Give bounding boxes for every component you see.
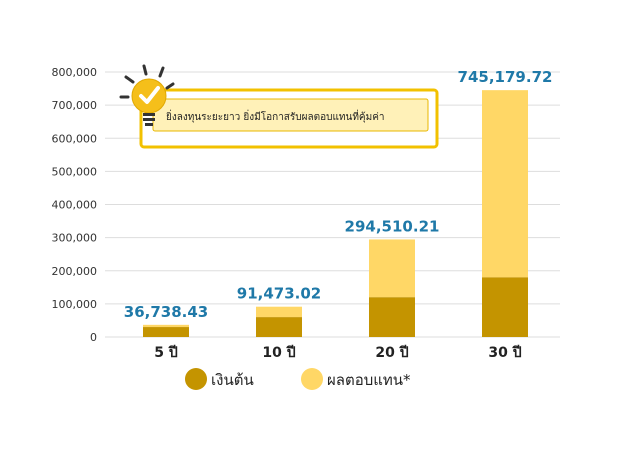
data-label: 36,738.43 bbox=[124, 303, 208, 321]
bar-principal bbox=[256, 317, 302, 337]
legend-item-return: ผลตอบแทน* bbox=[301, 368, 411, 390]
y-tick-label: 500,000 bbox=[52, 165, 98, 178]
bars bbox=[143, 90, 528, 337]
data-label: 91,473.02 bbox=[237, 285, 321, 303]
callout-text: ยิ่งลงทุนระยะยาว ยิ่งมีโอกาสรับผลตอบแทนท… bbox=[166, 109, 385, 123]
bar-principal bbox=[143, 327, 189, 337]
y-tick-label: 400,000 bbox=[52, 199, 98, 212]
x-tick-label: 10 ปี bbox=[262, 345, 295, 361]
x-tick-label: 20 ปี bbox=[375, 345, 408, 361]
legend-label-principal: เงินต้น bbox=[211, 371, 254, 389]
lightbulb-check-icon bbox=[119, 64, 175, 126]
y-tick-label: 200,000 bbox=[52, 265, 98, 278]
data-label: 745,179.72 bbox=[458, 68, 553, 86]
legend-swatch-principal bbox=[185, 368, 207, 390]
x-tick-label: 5 ปี bbox=[154, 345, 178, 361]
y-axis-ticks: 0 100,000 200,000 300,000 400,000 500,000 600,… bbox=[52, 66, 98, 344]
legend-swatch-return bbox=[301, 368, 323, 390]
y-tick-label: 300,000 bbox=[52, 232, 98, 245]
bar-return bbox=[369, 239, 415, 298]
callout: ยิ่งลงทุนระยะยาว ยิ่งมีโอกาสรับผลตอบแทนท… bbox=[139, 88, 439, 149]
y-tick-label: 800,000 bbox=[52, 66, 98, 79]
x-tick-label: 30 ปี bbox=[488, 345, 521, 361]
bar-return bbox=[256, 306, 302, 318]
legend-label-return: ผลตอบแทน* bbox=[327, 371, 411, 389]
legend: เงินต้น ผลตอบแทน* bbox=[185, 368, 411, 390]
data-labels: 36,738.43 91,473.02 294,510.21 745,179.72 bbox=[124, 68, 553, 321]
bar-principal bbox=[369, 297, 415, 337]
bar-return bbox=[482, 90, 528, 278]
y-tick-label: 100,000 bbox=[52, 298, 98, 311]
y-tick-label: 700,000 bbox=[52, 99, 98, 112]
y-tick-label: 600,000 bbox=[52, 132, 98, 145]
bar-return bbox=[143, 324, 189, 328]
y-tick-label: 0 bbox=[90, 331, 97, 344]
x-axis-ticks: 5 ปี 10 ปี 20 ปี 30 ปี bbox=[154, 345, 521, 361]
legend-item-principal: เงินต้น bbox=[185, 368, 254, 390]
bar-principal bbox=[482, 277, 528, 337]
data-label: 294,510.21 bbox=[345, 217, 440, 235]
